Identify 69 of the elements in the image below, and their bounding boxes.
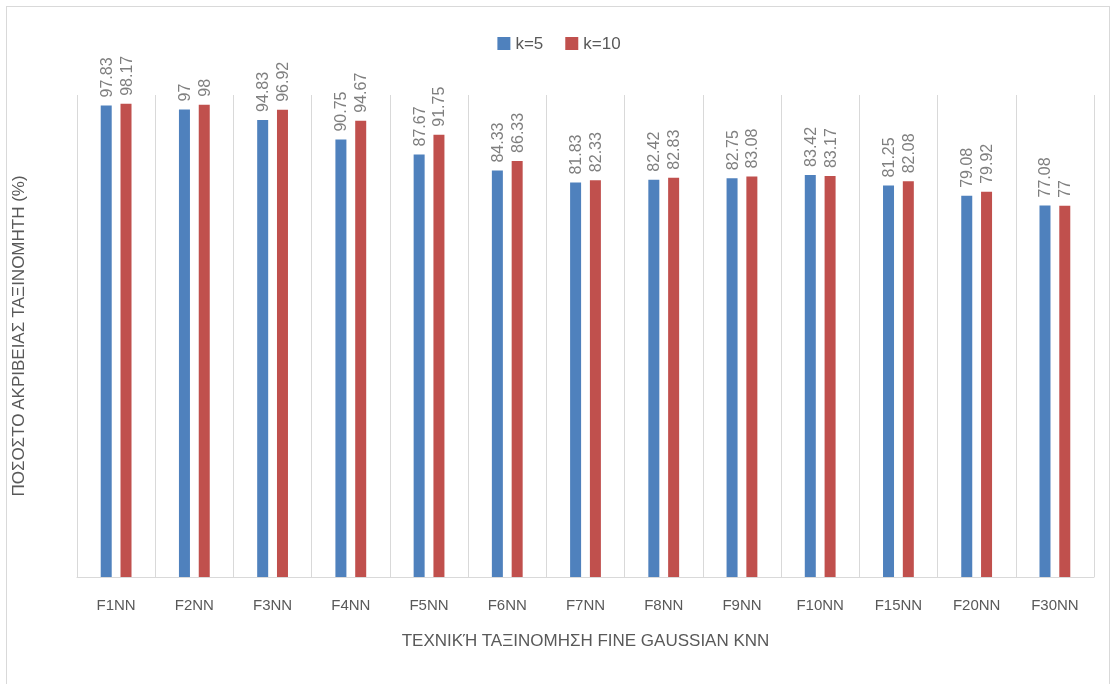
x-tick-label: F1NN <box>96 596 136 613</box>
bar <box>746 176 758 577</box>
bar <box>413 154 425 577</box>
bar <box>178 109 190 577</box>
bar <box>668 177 680 577</box>
data-label: 82.08 <box>899 133 917 174</box>
bar <box>335 139 347 577</box>
bar <box>433 134 445 577</box>
bar <box>981 191 993 577</box>
x-tick-label: F15NN <box>874 596 923 613</box>
data-label: 83.17 <box>821 127 839 169</box>
x-tick-label: F2NN <box>174 596 214 613</box>
data-label: 82.75 <box>723 130 741 171</box>
data-label: 81.25 <box>880 137 898 178</box>
bar <box>511 160 523 577</box>
x-tick-label: F7NN <box>565 596 606 613</box>
bar <box>824 176 836 577</box>
x-tick-label: F10NN <box>796 596 844 613</box>
bar <box>355 120 367 577</box>
data-label: 94.83 <box>254 71 272 112</box>
bar <box>276 109 288 577</box>
bar <box>589 180 601 577</box>
bar <box>1039 205 1051 577</box>
data-label: 79.92 <box>978 143 996 184</box>
data-label: 79.08 <box>958 147 976 188</box>
bar <box>198 104 210 577</box>
x-tick-label: F30NN <box>1031 596 1079 613</box>
data-label: 86.33 <box>508 112 526 153</box>
data-label: 82.83 <box>665 129 683 170</box>
bar <box>120 103 132 577</box>
x-tick-label: F20NN <box>952 596 1001 613</box>
x-axis-title: ΤΕΧΝΙΚΉ ΤΑΞΙΝΟΜΗΣΗ FINE GAUSSIAN KNN <box>401 631 770 650</box>
bar <box>1059 205 1071 577</box>
data-label: 98 <box>195 78 213 97</box>
data-label: 77 <box>1056 179 1074 198</box>
bar <box>804 174 816 577</box>
data-label: 87.67 <box>410 106 428 147</box>
legend-label: k=10 <box>583 34 621 53</box>
bar <box>961 195 973 577</box>
x-tick-label: F9NN <box>722 596 762 613</box>
data-label: 96.92 <box>273 61 291 102</box>
data-label: 97 <box>175 83 193 102</box>
data-label: 81.83 <box>567 134 585 175</box>
bar <box>491 170 503 577</box>
bar <box>902 181 914 577</box>
x-tick-label: F6NN <box>487 596 527 613</box>
data-label: 84.33 <box>488 122 506 163</box>
x-tick-label: F3NN <box>252 596 293 613</box>
data-label: 98.17 <box>117 55 135 96</box>
data-label: 91.75 <box>430 86 448 127</box>
data-label: 82.33 <box>586 132 604 173</box>
x-tick-label: F8NN <box>644 596 684 613</box>
data-label: 83.08 <box>743 128 761 169</box>
bar <box>100 105 112 577</box>
data-label: 94.67 <box>352 72 370 113</box>
bar <box>570 182 582 577</box>
data-label: 82.42 <box>645 131 663 172</box>
x-tick-label: F4NN <box>331 596 371 613</box>
x-tick-label: F5NN <box>409 596 449 613</box>
data-label: 77.08 <box>1036 157 1054 198</box>
y-axis-title: ΠΟΣΟΣΤΟ ΑΚΡΙΒΕΙΑΣ ΤΑΞΙΝΟΜΗΤΗ (%) <box>9 175 28 497</box>
data-label: 83.42 <box>801 126 819 167</box>
bar <box>648 179 660 577</box>
bar <box>883 185 895 577</box>
legend-label: k=5 <box>515 34 544 53</box>
data-label: 90.75 <box>332 91 350 132</box>
bar <box>726 178 738 577</box>
data-label: 97.83 <box>97 57 115 98</box>
bar <box>257 119 269 577</box>
